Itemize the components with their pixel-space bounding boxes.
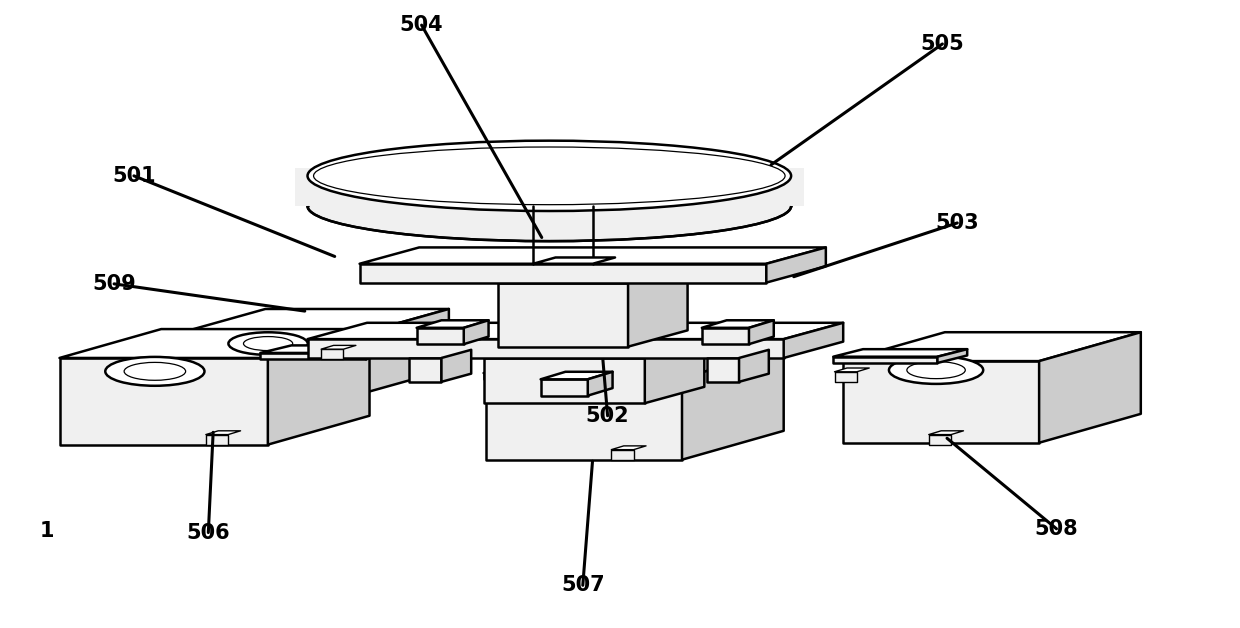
Polygon shape — [682, 349, 784, 460]
Ellipse shape — [228, 332, 308, 355]
Polygon shape — [486, 349, 784, 378]
Polygon shape — [355, 309, 449, 396]
Polygon shape — [60, 329, 370, 358]
Polygon shape — [1039, 332, 1141, 443]
Polygon shape — [347, 325, 456, 332]
Polygon shape — [749, 320, 774, 344]
Ellipse shape — [552, 379, 610, 396]
Polygon shape — [835, 368, 869, 372]
Polygon shape — [260, 345, 397, 353]
Polygon shape — [629, 266, 688, 347]
Ellipse shape — [314, 147, 785, 205]
Text: 508: 508 — [1034, 519, 1079, 539]
Text: 502: 502 — [585, 406, 630, 426]
Ellipse shape — [105, 357, 205, 386]
Polygon shape — [498, 266, 688, 283]
Polygon shape — [347, 332, 428, 337]
Polygon shape — [464, 320, 489, 344]
Polygon shape — [268, 329, 370, 445]
Polygon shape — [441, 350, 471, 382]
Polygon shape — [417, 320, 489, 328]
Ellipse shape — [906, 362, 965, 379]
Polygon shape — [533, 257, 615, 264]
Polygon shape — [366, 345, 397, 359]
Polygon shape — [833, 357, 937, 363]
Polygon shape — [929, 431, 963, 435]
Polygon shape — [702, 328, 749, 344]
Polygon shape — [843, 332, 1141, 361]
Polygon shape — [360, 247, 826, 264]
Text: 505: 505 — [920, 34, 965, 54]
Polygon shape — [835, 372, 857, 382]
Polygon shape — [308, 176, 791, 206]
Text: 501: 501 — [112, 166, 156, 186]
Polygon shape — [484, 358, 645, 403]
Polygon shape — [295, 168, 804, 206]
Polygon shape — [541, 372, 613, 379]
Polygon shape — [484, 373, 589, 379]
Polygon shape — [937, 349, 967, 363]
Polygon shape — [417, 328, 464, 344]
Polygon shape — [409, 358, 441, 382]
Text: 509: 509 — [92, 274, 136, 294]
Polygon shape — [360, 264, 766, 283]
Polygon shape — [833, 349, 967, 357]
Polygon shape — [321, 345, 356, 349]
Polygon shape — [588, 372, 613, 396]
Ellipse shape — [889, 356, 983, 384]
Polygon shape — [60, 358, 268, 445]
Polygon shape — [498, 283, 629, 347]
Text: 503: 503 — [935, 213, 980, 233]
Polygon shape — [484, 365, 620, 373]
Polygon shape — [486, 378, 682, 460]
Polygon shape — [707, 358, 739, 382]
Polygon shape — [206, 431, 241, 435]
Polygon shape — [611, 446, 646, 450]
Ellipse shape — [308, 171, 791, 241]
Polygon shape — [260, 353, 366, 359]
Ellipse shape — [534, 374, 629, 401]
Polygon shape — [843, 361, 1039, 443]
Text: 504: 504 — [399, 15, 444, 35]
Polygon shape — [171, 309, 449, 335]
Polygon shape — [171, 335, 355, 396]
Polygon shape — [766, 247, 826, 283]
Polygon shape — [702, 320, 774, 328]
Polygon shape — [484, 342, 704, 358]
Ellipse shape — [243, 337, 293, 350]
Polygon shape — [611, 450, 634, 460]
Text: 506: 506 — [186, 522, 231, 543]
Polygon shape — [541, 379, 588, 396]
Ellipse shape — [308, 141, 791, 211]
Polygon shape — [308, 339, 784, 358]
Polygon shape — [321, 349, 343, 359]
Text: 507: 507 — [560, 575, 605, 595]
Polygon shape — [206, 435, 228, 445]
Polygon shape — [645, 342, 704, 403]
Polygon shape — [308, 323, 843, 339]
Polygon shape — [784, 323, 843, 358]
Ellipse shape — [124, 362, 186, 381]
Text: 1: 1 — [40, 521, 55, 541]
Polygon shape — [929, 435, 951, 445]
Polygon shape — [739, 350, 769, 382]
